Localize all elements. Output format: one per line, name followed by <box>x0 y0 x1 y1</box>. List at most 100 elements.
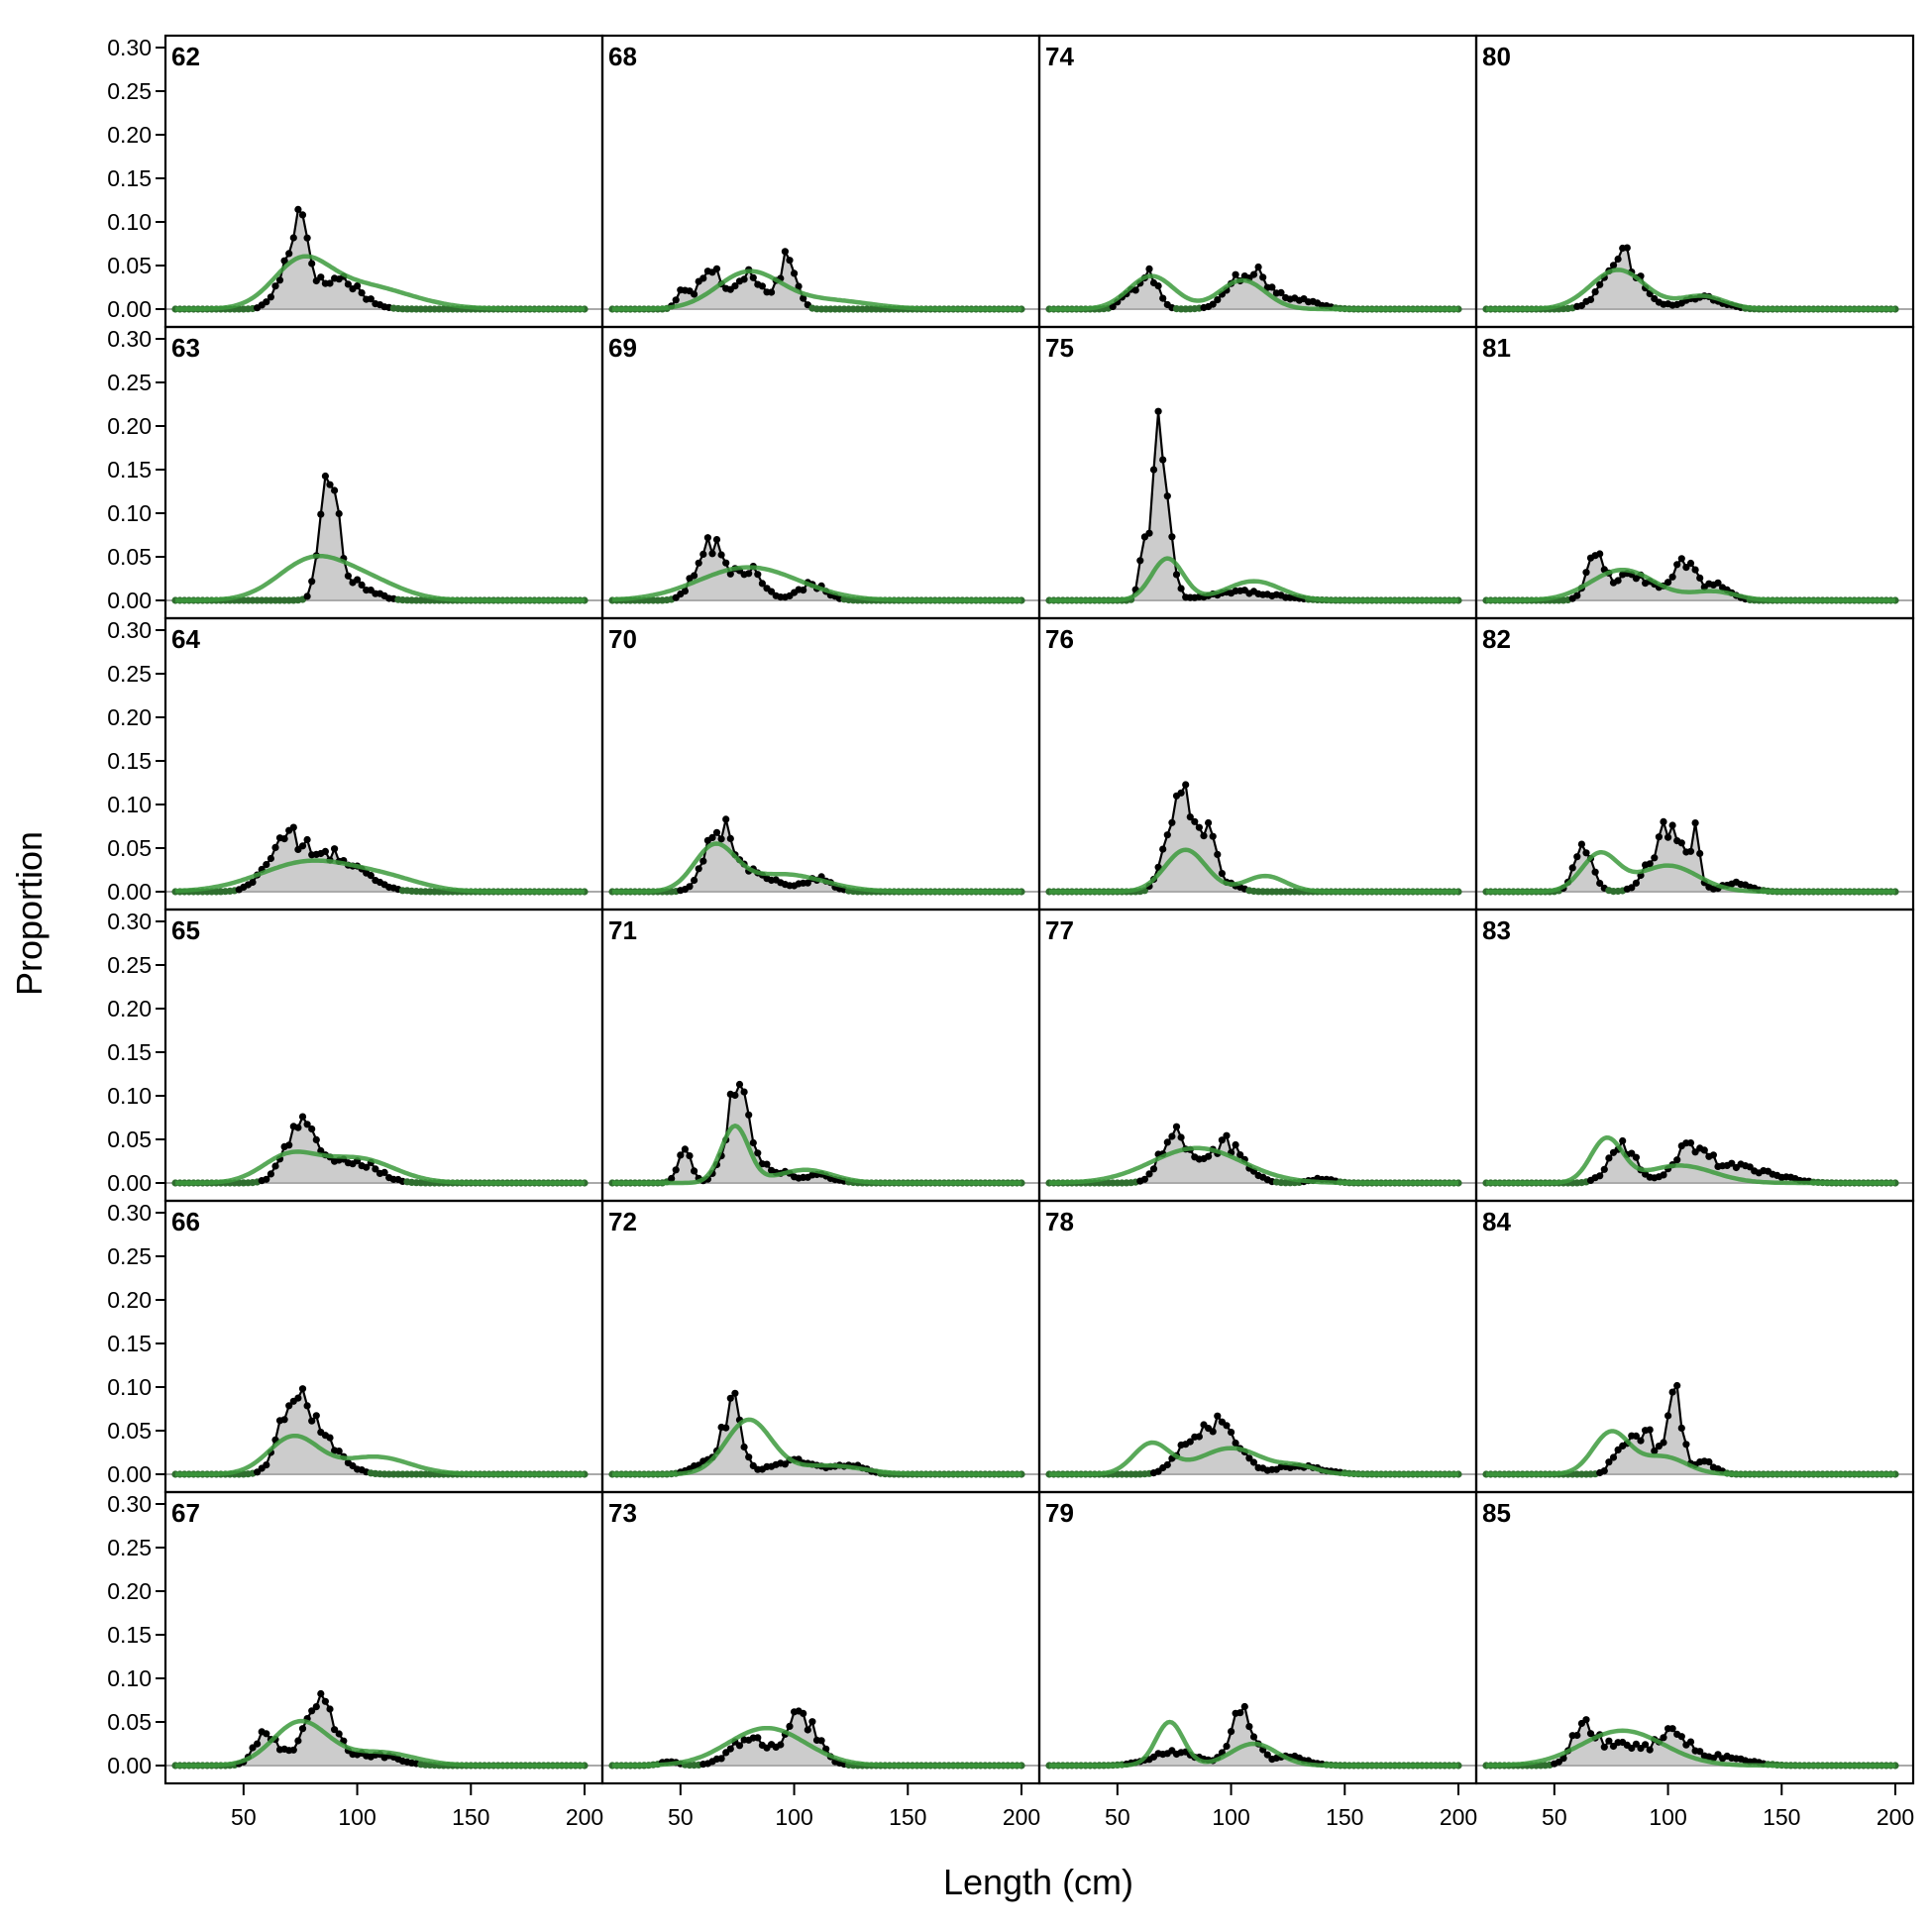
panel-84: 84 <box>1474 1199 1915 1494</box>
observed-point <box>758 580 767 588</box>
observed-point <box>754 1734 762 1742</box>
observed-point <box>768 588 776 595</box>
expected-line <box>1486 567 1895 603</box>
observed-point <box>358 581 366 590</box>
y-tick-label: 0.10 <box>107 1374 152 1400</box>
observed-point <box>1559 1755 1567 1763</box>
expected-line <box>1486 850 1895 895</box>
panel-71: 71 <box>600 908 1041 1203</box>
expected-line <box>1049 273 1458 312</box>
panel-label: 79 <box>1045 1498 1074 1528</box>
panel-69: 69 <box>600 325 1041 620</box>
observed-point <box>768 288 776 296</box>
expected-line <box>1486 1429 1895 1477</box>
observed-point <box>1591 288 1599 296</box>
observed-point <box>1582 1716 1590 1724</box>
panel-frame <box>600 616 1041 912</box>
observed-point <box>1628 1744 1636 1753</box>
y-tick-label: 0.15 <box>107 1039 152 1065</box>
observed-point <box>335 1448 343 1455</box>
observed-point <box>331 845 339 853</box>
observed-point <box>294 205 302 213</box>
observed-point <box>668 1174 676 1183</box>
y-tick-label: 0.20 <box>107 122 152 148</box>
observed-point <box>1728 1159 1736 1167</box>
observed-point <box>275 276 284 284</box>
observed-point <box>326 279 334 287</box>
observed-area <box>1486 821 1895 892</box>
panel-label: 81 <box>1482 333 1511 363</box>
observed-point <box>681 1145 690 1153</box>
observed-point <box>726 570 734 578</box>
expected-line <box>1486 1134 1895 1186</box>
observed-point <box>1677 1733 1685 1741</box>
x-tick-label: 100 <box>338 1804 376 1830</box>
x-axis: 50 100 150 200 50 100 150 200 50 100 150 200 50 100 15… <box>231 1783 1914 1830</box>
expected-line <box>175 553 585 603</box>
panel-label: 71 <box>608 915 637 945</box>
observed-point <box>298 842 307 850</box>
observed-point <box>1254 263 1262 271</box>
observed-point <box>1677 1424 1685 1432</box>
observed-point <box>1600 1467 1608 1475</box>
observed-point <box>754 571 762 579</box>
observed-point <box>1205 1152 1213 1160</box>
expected-line <box>175 1433 585 1477</box>
y-tick-label: 0.15 <box>107 1331 152 1356</box>
expected-line <box>612 841 1021 895</box>
observed-point <box>1263 1751 1271 1759</box>
observed-point <box>1632 879 1640 887</box>
observed-point <box>1673 561 1681 569</box>
observed-point <box>795 282 803 290</box>
observed-point <box>1668 573 1676 581</box>
observed-point <box>289 234 297 242</box>
y-tick-label: 0.10 <box>107 1665 152 1691</box>
observed-point <box>1209 300 1217 308</box>
observed-point <box>294 1737 302 1745</box>
y-tick-label: 0.30 <box>107 35 152 60</box>
x-tick-label: 200 <box>566 1804 603 1830</box>
observed-point <box>1195 1433 1203 1441</box>
observed-point <box>745 1453 753 1461</box>
expected-line <box>612 1725 1021 1769</box>
observed-point <box>303 1402 311 1410</box>
panel-72: 72 <box>600 1199 1041 1494</box>
observed-point <box>708 550 716 558</box>
observed-point <box>280 835 288 843</box>
x-tick-label: 50 <box>668 1804 694 1830</box>
observed-point <box>1245 1723 1253 1731</box>
expected-line <box>611 565 1021 603</box>
panel-75: 75 <box>1037 325 1478 620</box>
observed-point <box>1249 1733 1258 1741</box>
y-tick-label: 0.25 <box>107 370 152 395</box>
observed-point <box>263 1730 270 1738</box>
panel-74: 74 <box>1037 34 1478 329</box>
observed-point <box>749 273 757 281</box>
observed-point <box>326 1705 334 1713</box>
y-tick-label: 0.10 <box>107 1083 152 1109</box>
observed-point <box>326 481 334 488</box>
observed-line <box>175 472 585 602</box>
y-tick-label: 0.20 <box>107 996 152 1021</box>
panel-label: 69 <box>608 333 637 363</box>
observed-point <box>1646 860 1654 868</box>
y-tick-label: 0.05 <box>107 253 152 278</box>
observed-point <box>712 536 721 544</box>
y-axis: 0.00 0.05 0.10 0.15 0.20 0.25 0.30 0.00 0.05 0.10… <box>107 35 165 1778</box>
y-tick-label: 0.05 <box>107 1127 152 1152</box>
observed-point <box>1605 1154 1613 1162</box>
observed-point <box>722 559 730 567</box>
observed-point <box>280 257 288 265</box>
observed-point <box>1245 1454 1253 1462</box>
observed-line <box>1049 411 1458 602</box>
panel-label: 64 <box>171 624 200 654</box>
observed-point <box>817 1737 825 1745</box>
panel-frame <box>163 1199 604 1494</box>
observed-point <box>1686 1738 1695 1746</box>
x-tick-label: 50 <box>231 1804 257 1830</box>
expected-line <box>1485 1728 1895 1769</box>
observed-point <box>1700 1146 1708 1154</box>
observed-point <box>1628 1149 1636 1157</box>
observed-point <box>735 1080 744 1089</box>
observed-point <box>308 578 316 586</box>
